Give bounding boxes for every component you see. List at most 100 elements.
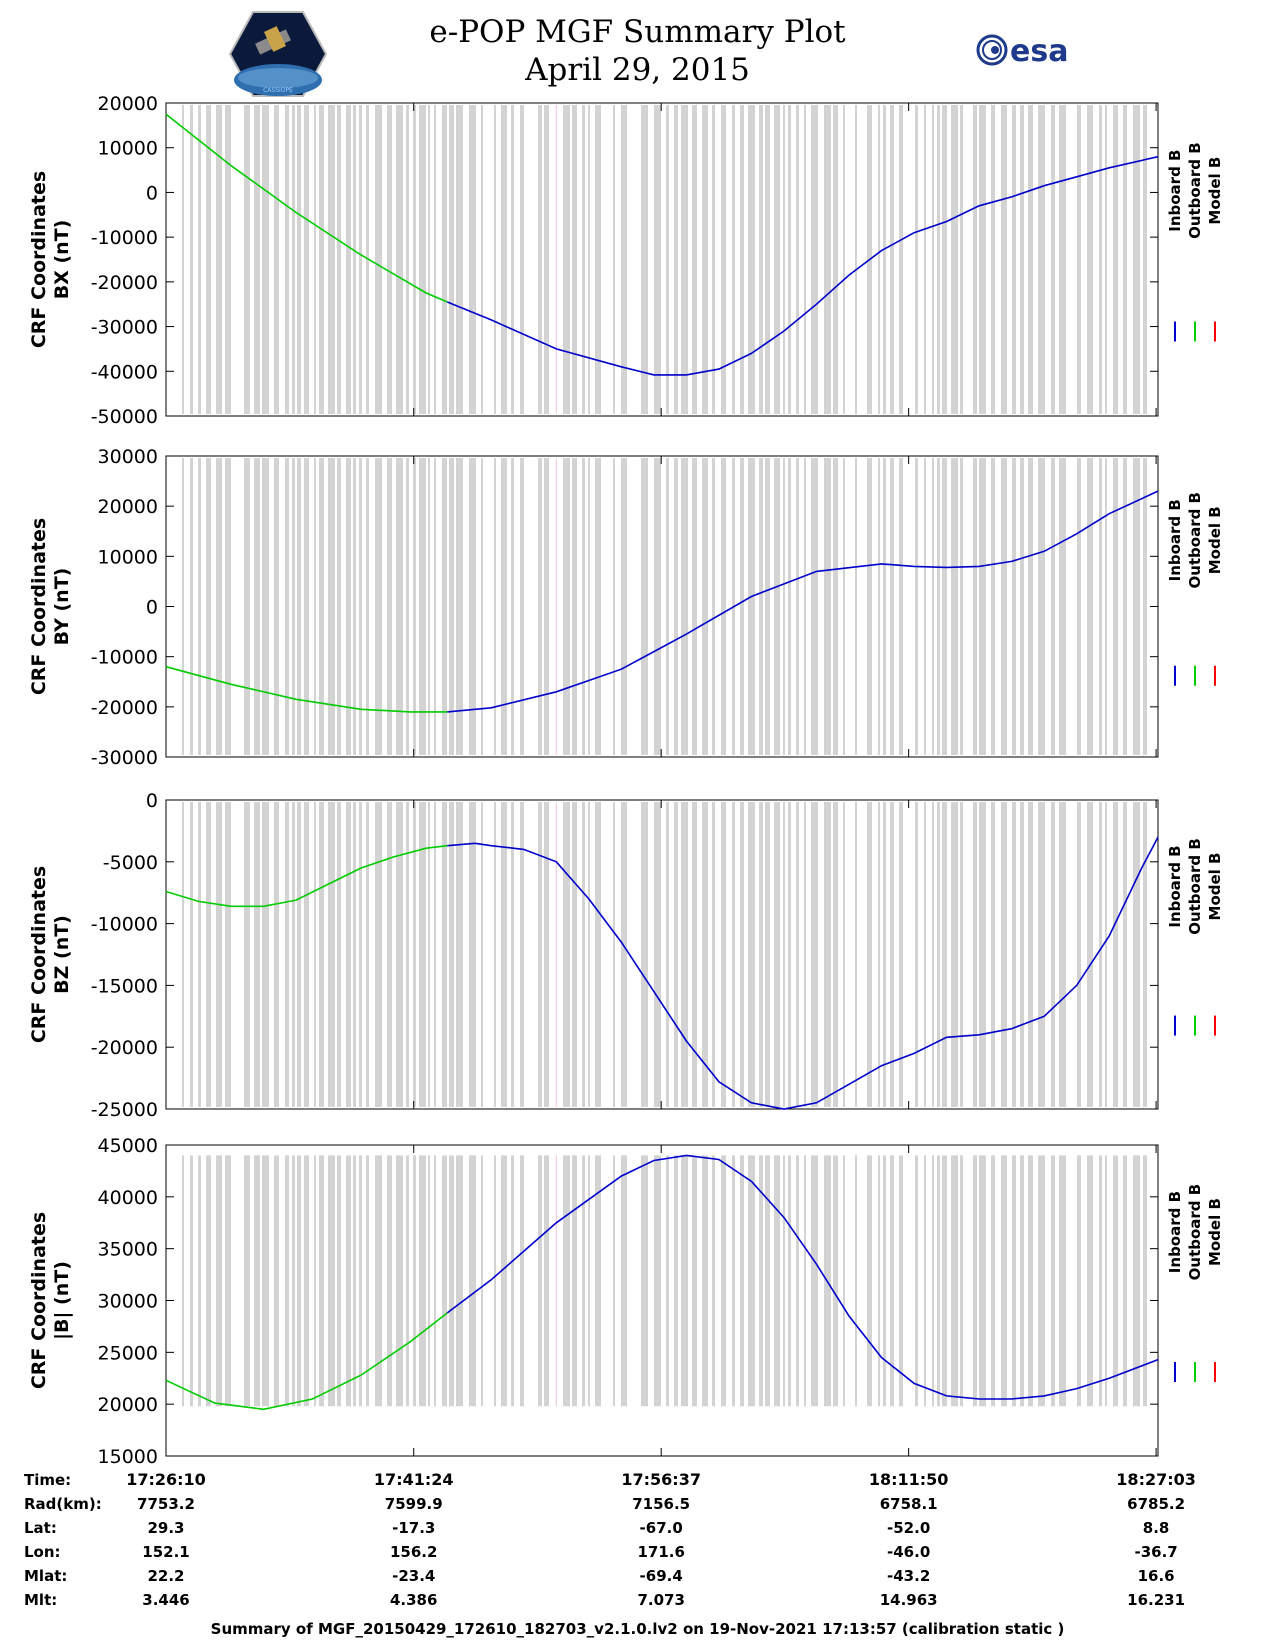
gap-stripe: [788, 802, 791, 1107]
gap-stripe: [481, 1155, 483, 1407]
row-value: 4.386: [390, 1591, 437, 1609]
gap-stripe: [833, 802, 838, 1107]
gap-stripe: [375, 802, 382, 1107]
gap-stripe: [216, 1155, 222, 1407]
gap-stripe: [346, 458, 351, 755]
series-line-inboard-b: [447, 836, 1159, 1110]
y-axis-label: |B| (nT): [51, 1261, 73, 1340]
gap-stripe: [979, 1155, 986, 1407]
gap-stripe: [960, 458, 963, 755]
gap-stripe: [960, 105, 963, 414]
gap-stripe: [740, 802, 744, 1107]
gap-stripe: [666, 458, 669, 755]
gap-stripe: [1105, 458, 1107, 755]
gap-stripe: [1143, 458, 1147, 755]
gap-stripe: [588, 1155, 590, 1407]
gap-stripe: [641, 105, 648, 414]
gap-stripe: [538, 1155, 542, 1407]
row-value: -46.0: [887, 1543, 930, 1561]
gap-stripe: [319, 802, 324, 1107]
gap-stripe: [991, 1155, 995, 1407]
panel-4: 45000 40000 35000 30000 25000 20000 15000 CRF C…: [28, 1135, 1224, 1468]
gap-stripe: [783, 105, 785, 414]
gap-stripe: [304, 802, 309, 1107]
legend-label: Outboard B: [1186, 1184, 1204, 1281]
gap-stripe: [692, 1155, 697, 1407]
gap-stripe: [481, 802, 483, 1107]
y-tick-label: -10000: [91, 647, 158, 669]
gap-stripe: [937, 802, 940, 1107]
gap-stripe: [721, 458, 726, 755]
gap-stripe: [883, 802, 886, 1107]
time-tick-label: 17:56:37: [621, 1470, 701, 1489]
gap-stripe: [582, 458, 585, 755]
gap-stripe: [442, 1155, 447, 1407]
gap-stripe: [740, 1155, 744, 1407]
gap-stripe: [702, 1155, 708, 1407]
gap-stripe: [387, 802, 392, 1107]
gap-stripe: [572, 1155, 577, 1407]
gap-stripe: [796, 458, 799, 755]
gap-stripe: [563, 458, 570, 755]
gap-stripe: [740, 458, 744, 755]
gap-stripe: [979, 802, 986, 1107]
time-tick-label: 17:41:24: [374, 1470, 454, 1489]
row-value: 3.446: [142, 1591, 189, 1609]
panel-1: 20000 10000 0 -10000 -20000 -30000 -40000 -5000…: [28, 93, 1224, 428]
gap-stripe: [973, 458, 977, 755]
gap-stripe: [494, 1155, 496, 1407]
gap-stripe: [274, 1155, 279, 1407]
gap-stripe: [759, 1155, 763, 1407]
gap-stripe: [765, 105, 770, 414]
gap-stripe: [190, 458, 193, 755]
gap-stripe: [783, 802, 785, 1107]
gap-stripe: [254, 802, 260, 1107]
gap-stripe: [442, 105, 447, 414]
gap-stripe: [1087, 1155, 1093, 1407]
gap-stripe: [375, 105, 382, 414]
gap-stripe: [304, 105, 309, 414]
legend-label: Inboard B: [1166, 845, 1184, 927]
y-axis-label: CRF Coordinates: [28, 518, 50, 695]
gap-stripe: [387, 1155, 392, 1407]
legend-label: Outboard B: [1186, 492, 1204, 589]
gap-stripe: [206, 458, 211, 755]
gap-stripe: [274, 105, 279, 414]
gap-stripe: [1133, 458, 1140, 755]
gap-stripe: [244, 105, 250, 414]
gap-stripe: [1028, 458, 1033, 755]
y-tick-label: -40000: [91, 361, 158, 383]
row-value: 7599.9: [385, 1495, 443, 1513]
gap-stripe: [582, 802, 585, 1107]
gap-stripe: [1077, 802, 1081, 1107]
gap-stripe: [304, 458, 309, 755]
gap-stripe: [375, 1155, 382, 1407]
gap-stripe: [337, 458, 341, 755]
row-value: 22.2: [147, 1567, 184, 1585]
gap-stripe: [855, 802, 857, 1107]
gap-stripe: [1133, 802, 1140, 1107]
gap-stripe: [442, 802, 447, 1107]
gap-stripe: [353, 802, 356, 1107]
gap-stripe: [621, 105, 627, 414]
y-axis-label: BX (nT): [51, 220, 73, 300]
gap-stripe: [1001, 105, 1007, 414]
gap-stripe: [319, 458, 324, 755]
gap-stripe: [1020, 1155, 1024, 1407]
gap-stripe: [1077, 105, 1081, 414]
data-gap-shading: [182, 458, 1147, 755]
gap-stripe: [449, 1155, 454, 1407]
gap-stripe: [328, 458, 335, 755]
gap-stripe: [588, 458, 590, 755]
gap-stripe: [314, 1155, 316, 1407]
gap-stripe: [297, 802, 301, 1107]
time-tick-label: 17:26:10: [126, 1470, 206, 1489]
row-value: 7156.5: [632, 1495, 690, 1513]
gap-stripe: [951, 802, 958, 1107]
time-tick-label: 18:11:50: [869, 1470, 949, 1489]
gap-stripe: [297, 105, 301, 414]
gap-stripe: [244, 802, 250, 1107]
gap-stripe: [899, 1155, 903, 1407]
gap-stripe: [721, 105, 726, 414]
